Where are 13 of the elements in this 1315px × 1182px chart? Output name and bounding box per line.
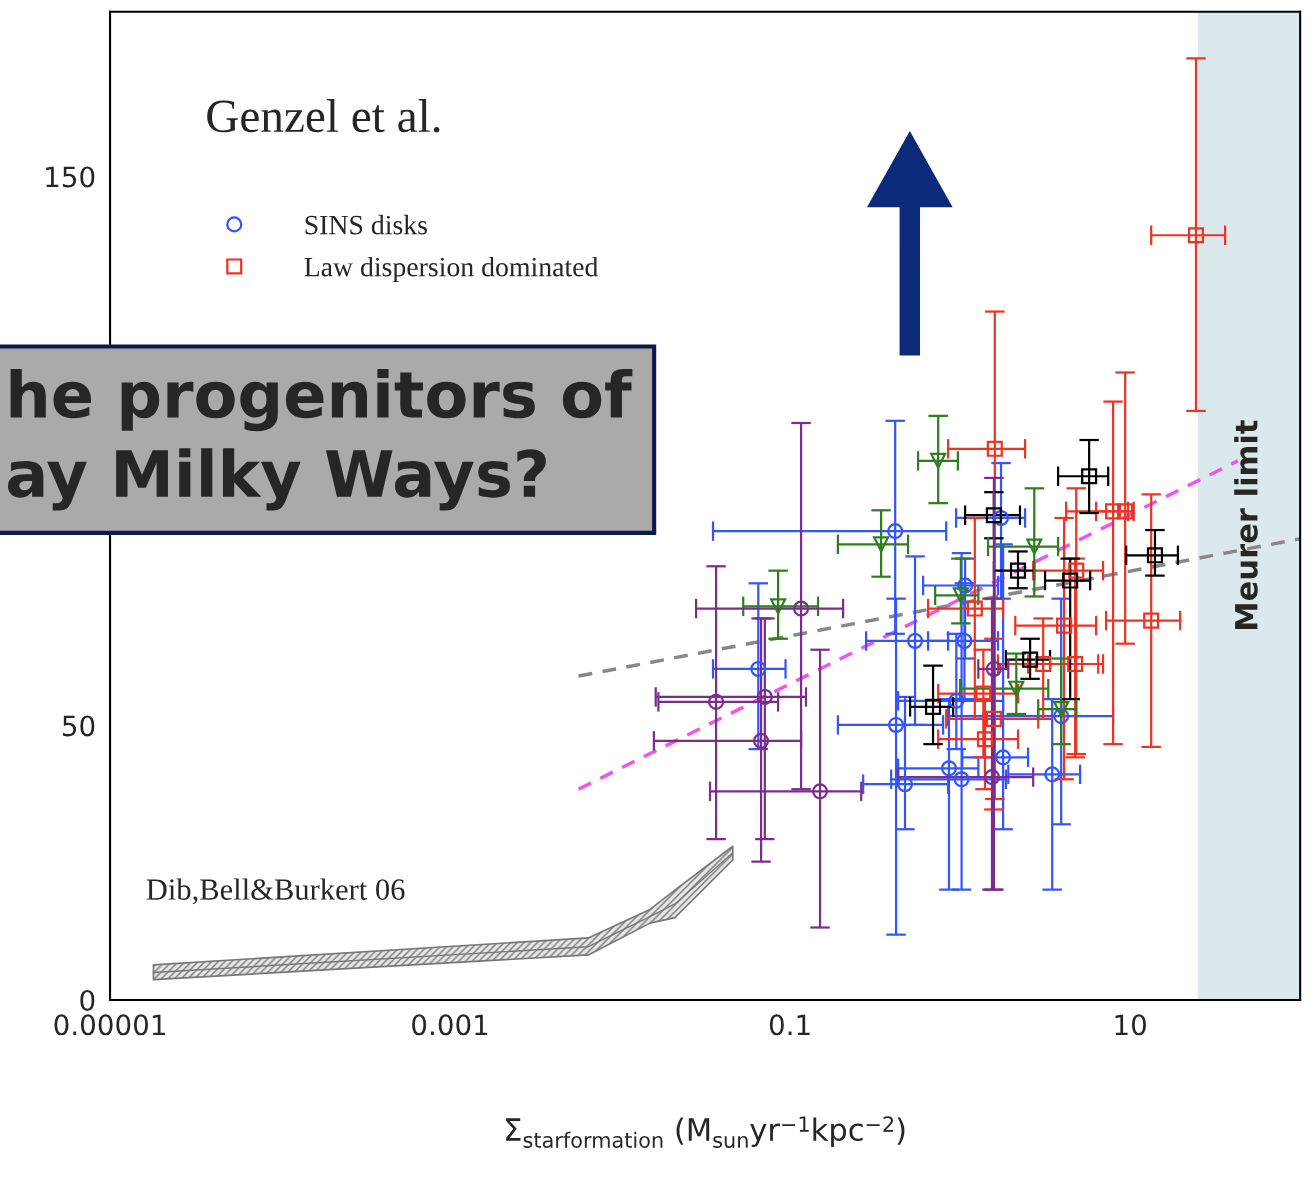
band-label: Meurer limit [1234, 420, 1258, 629]
x-tick-label: 10 [1115, 1014, 1146, 1036]
y-tick-label: 50 [62, 715, 95, 737]
y-tick-label: 150 [46, 166, 95, 188]
annotation: Genzel et al. [207, 99, 440, 133]
x-tick-label: 0.001 [412, 1014, 488, 1036]
legend-label: Law dispersion dominated [304, 256, 599, 283]
x-tick-label: 0.00001 [54, 1014, 165, 1036]
y-tick-label: 0 [80, 989, 95, 1011]
annotation: Dib,Bell&Burkert 06 [146, 878, 405, 905]
x-tick-label: 0.1 [769, 1014, 810, 1036]
annotation: he progenitors of ay Milky Ways? [8, 368, 633, 511]
legend-label: SINS disks [305, 214, 427, 235]
